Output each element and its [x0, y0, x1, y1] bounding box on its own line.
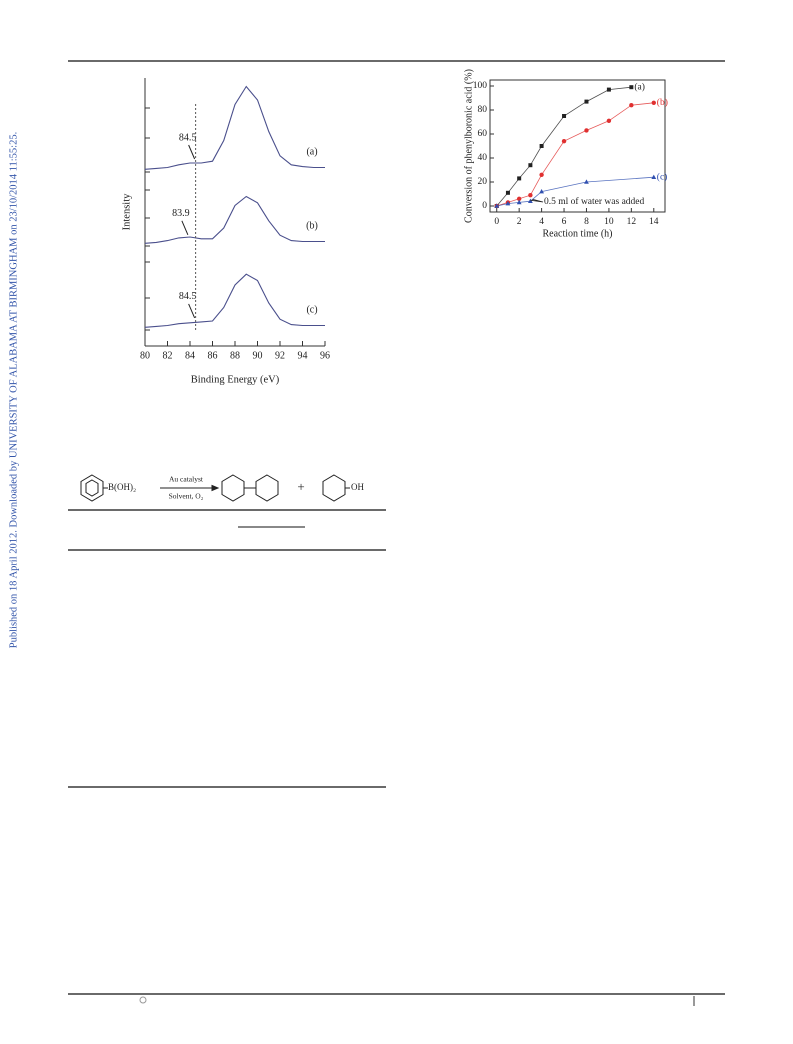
marker: [629, 103, 634, 108]
marker: [516, 199, 522, 205]
marker: [539, 144, 544, 148]
y-tick-label: 100: [473, 81, 488, 91]
marker: [584, 99, 589, 104]
peak-arrow: [188, 144, 196, 160]
peak-label: 83.9: [172, 208, 190, 219]
marker: [584, 128, 589, 133]
y-axis-label: Intensity: [121, 193, 132, 230]
x-tick-label: 8: [584, 217, 589, 227]
x-axis-label: Reaction time (h): [543, 228, 613, 239]
y-tick-label: 80: [478, 105, 488, 115]
marker: [606, 118, 612, 124]
x-tick-label: 86: [208, 350, 218, 361]
x-tick-label: 0: [494, 217, 499, 227]
spectrum: [144, 195, 325, 244]
legend-label: (b): [657, 97, 668, 108]
peak-label: 84.5: [179, 291, 197, 302]
x-tick-label: 96: [320, 350, 330, 361]
marker: [606, 87, 611, 92]
x-tick-label: 88: [230, 350, 240, 361]
x-tick-label: 82: [163, 350, 173, 361]
marker: [539, 172, 544, 177]
x-tick-label: 92: [275, 350, 285, 361]
marker: [651, 100, 656, 106]
y-tick-label: 0: [482, 201, 487, 211]
peak-arrow: [188, 303, 196, 319]
marker: [505, 190, 510, 195]
marker: [584, 179, 589, 184]
scheme-catalyst: Au catalyst: [169, 475, 204, 484]
x-axis-label: Binding Energy (eV): [191, 374, 280, 385]
marker: [516, 196, 522, 201]
scheme-plus: +: [297, 479, 304, 494]
panel-label: (b): [306, 220, 318, 231]
marker: [539, 189, 545, 194]
x-tick-label: 84: [185, 350, 195, 361]
annotation-arrow: [530, 198, 544, 203]
marker: [517, 176, 522, 181]
marker: [629, 85, 634, 90]
marker: [505, 201, 511, 206]
legend-label: (a): [634, 81, 645, 92]
y-tick-label: 20: [478, 177, 488, 187]
x-tick-label: 2: [517, 217, 522, 227]
series-line: [496, 102, 654, 207]
x-tick-label: 4: [539, 217, 544, 227]
marker: [651, 174, 657, 179]
marker: [561, 139, 567, 144]
marker: [528, 163, 533, 168]
panel-label: (c): [306, 304, 317, 315]
annotation: 0.5 ml of water was added: [544, 196, 644, 207]
spectrum: [144, 273, 325, 328]
plot-frame: [489, 79, 666, 213]
scheme-oh: OH: [351, 482, 364, 492]
scheme-structures: [80, 474, 350, 502]
legend-label: (c): [657, 171, 668, 182]
x-tick-label: 6: [562, 217, 567, 227]
x-tick-label: 10: [604, 217, 614, 227]
x-tick-label: 14: [649, 217, 659, 227]
peak-arrow: [181, 220, 189, 235]
marker: [527, 198, 533, 203]
panel-label: (a): [306, 146, 317, 157]
y-tick-label: 40: [478, 153, 488, 163]
spectrum: [144, 85, 325, 170]
x-tick-label: 94: [298, 350, 308, 361]
y-tick-label: 60: [478, 129, 488, 139]
marker: [562, 114, 567, 118]
x-tick-label: 12: [627, 217, 637, 227]
sidebar-text: Published on 18 April 2012. Downloaded b…: [8, 132, 19, 648]
marker: [528, 193, 533, 198]
marker: [494, 203, 500, 208]
footer-icon: [139, 996, 147, 1004]
y-axis-label: Conversion of phenylboronic acid (%): [463, 69, 474, 223]
x-tick-label: 80: [140, 350, 150, 361]
scheme-reagent: B(OH)₂: [108, 482, 136, 492]
scheme-conditions: Solvent, O₂: [169, 492, 204, 501]
peak-label: 84.5: [179, 132, 197, 143]
x-tick-label: 90: [253, 350, 263, 361]
